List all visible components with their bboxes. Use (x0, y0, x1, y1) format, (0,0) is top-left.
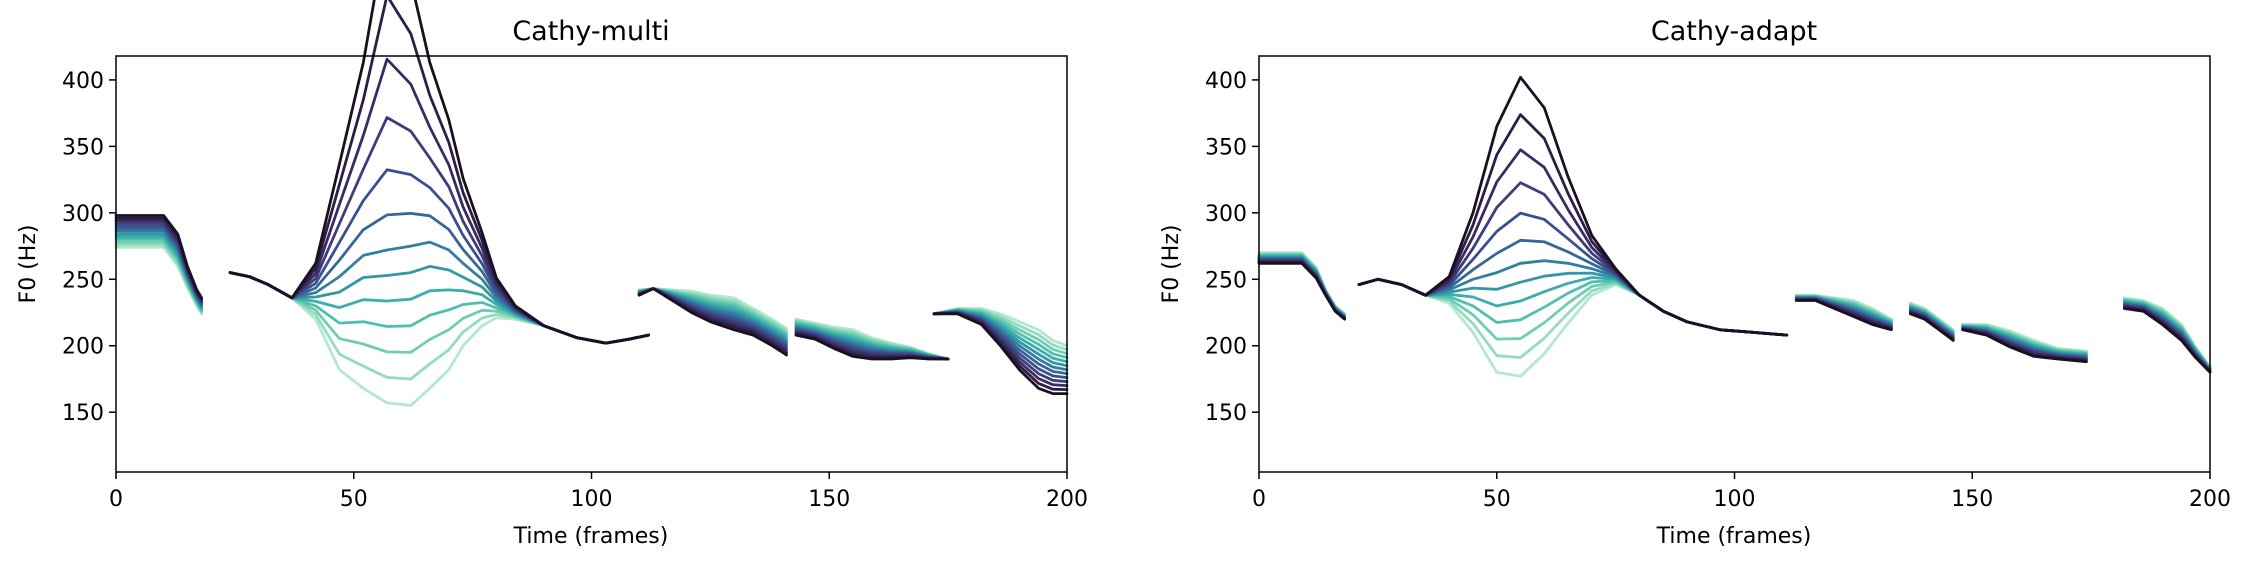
f0-curve (1257, 259, 1346, 320)
x-tick-label: 0 (109, 487, 123, 512)
f0-curve (637, 287, 788, 357)
axis-ticks: 0 50 100 150 200 150 200 250 300 350 400 (1205, 69, 2231, 512)
f0-curve (228, 240, 650, 345)
x-axis-label: Time (frames) (1656, 524, 1812, 549)
x-tick-label: 100 (1714, 487, 1756, 512)
x-tick-label: 100 (571, 487, 613, 512)
y-tick-label: 150 (62, 401, 104, 426)
f0-curve (1257, 261, 1346, 321)
plot-frame (115, 55, 1068, 473)
x-tick-label: 50 (340, 487, 368, 512)
f0-curve (1357, 75, 1789, 337)
f0-curves (114, 0, 1069, 407)
y-tick-label: 350 (62, 135, 104, 160)
y-tick-label: 250 (1205, 268, 1247, 293)
f0-curve (228, 265, 650, 345)
subplot-cathy-multi: Cathy-multi 0 50 100 150 200 150 200 250 300 350 4… (16, 0, 1088, 549)
f0-curve (114, 214, 203, 300)
f0-curve (794, 333, 950, 361)
y-tick-label: 300 (62, 202, 104, 227)
f0-curve (228, 271, 650, 345)
f0-curve (932, 312, 1069, 395)
f0-curve (228, 271, 650, 345)
x-tick-label: 150 (1951, 487, 1993, 512)
chart-title: Cathy-adapt (1651, 16, 1817, 47)
f0-curve (2123, 307, 2212, 374)
y-tick-label: 150 (1205, 401, 1247, 426)
plot-frame (1258, 55, 2211, 473)
subplot-cathy-adapt: Cathy-adapt 0 50 100 150 200 150 200 250 300 350 4… (1159, 16, 2231, 549)
f0-curve (1357, 276, 1789, 337)
x-tick-label: 50 (1483, 487, 1511, 512)
f0-curves (1257, 75, 2212, 378)
chart-title: Cathy-multi (512, 16, 669, 47)
f0-curve (228, 212, 650, 345)
x-axis-label: Time (frames) (513, 524, 669, 549)
f0-curve (1257, 261, 1346, 321)
y-tick-label: 400 (62, 69, 104, 94)
y-tick-label: 200 (1205, 335, 1247, 360)
x-tick-label: 150 (808, 487, 850, 512)
f0-curve (1257, 258, 1346, 319)
y-tick-label: 400 (1205, 69, 1247, 94)
y-axis-label: F0 (Hz) (1159, 225, 1184, 304)
x-tick-label: 200 (2189, 487, 2231, 512)
f0-curve (228, 271, 650, 381)
f0-curve (1357, 113, 1789, 337)
f0-curve (1357, 238, 1789, 337)
f0-curve (228, 168, 650, 345)
x-tick-label: 0 (1252, 487, 1266, 512)
f0-curve (228, 116, 650, 345)
y-tick-label: 300 (1205, 202, 1247, 227)
f0-curve (1794, 299, 1893, 332)
y-tick-label: 200 (62, 335, 104, 360)
axis-ticks: 0 50 100 150 200 150 200 250 300 350 400 (62, 69, 1088, 512)
y-tick-label: 250 (62, 268, 104, 293)
f0-curve (228, 0, 650, 345)
f0-curve (1909, 312, 1955, 342)
f0-curve (1961, 328, 2088, 364)
x-tick-label: 200 (1046, 487, 1088, 512)
y-axis-label: F0 (Hz) (16, 225, 41, 304)
y-tick-label: 350 (1205, 135, 1247, 160)
f0-curve (1257, 260, 1346, 320)
